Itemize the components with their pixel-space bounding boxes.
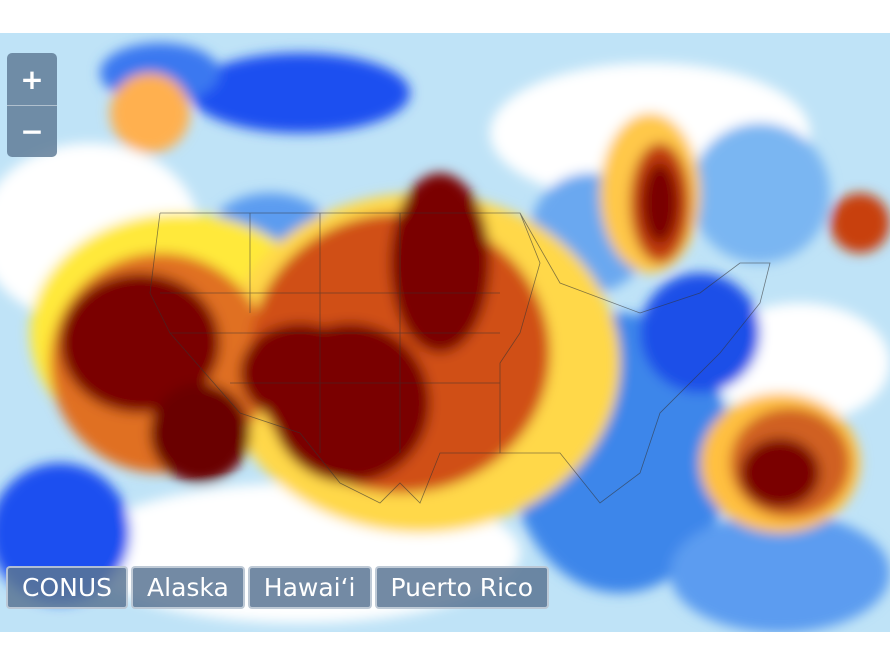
region-button[interactable]: Puerto Rico <box>374 566 550 609</box>
state-borders <box>149 212 771 504</box>
region-buttons: CONUS Alaska Hawai‘i Puerto Rico <box>6 566 550 609</box>
zoom-out[interactable]: − <box>7 105 57 157</box>
zoom-control: + − <box>7 53 57 157</box>
region-button[interactable]: Hawai‘i <box>247 566 372 609</box>
region-button[interactable]: Alaska <box>131 566 245 609</box>
region-button[interactable]: CONUS <box>6 566 129 609</box>
precipitation-map <box>0 33 890 632</box>
zoom-in[interactable]: + <box>7 53 57 105</box>
anomaly-field <box>0 43 890 632</box>
